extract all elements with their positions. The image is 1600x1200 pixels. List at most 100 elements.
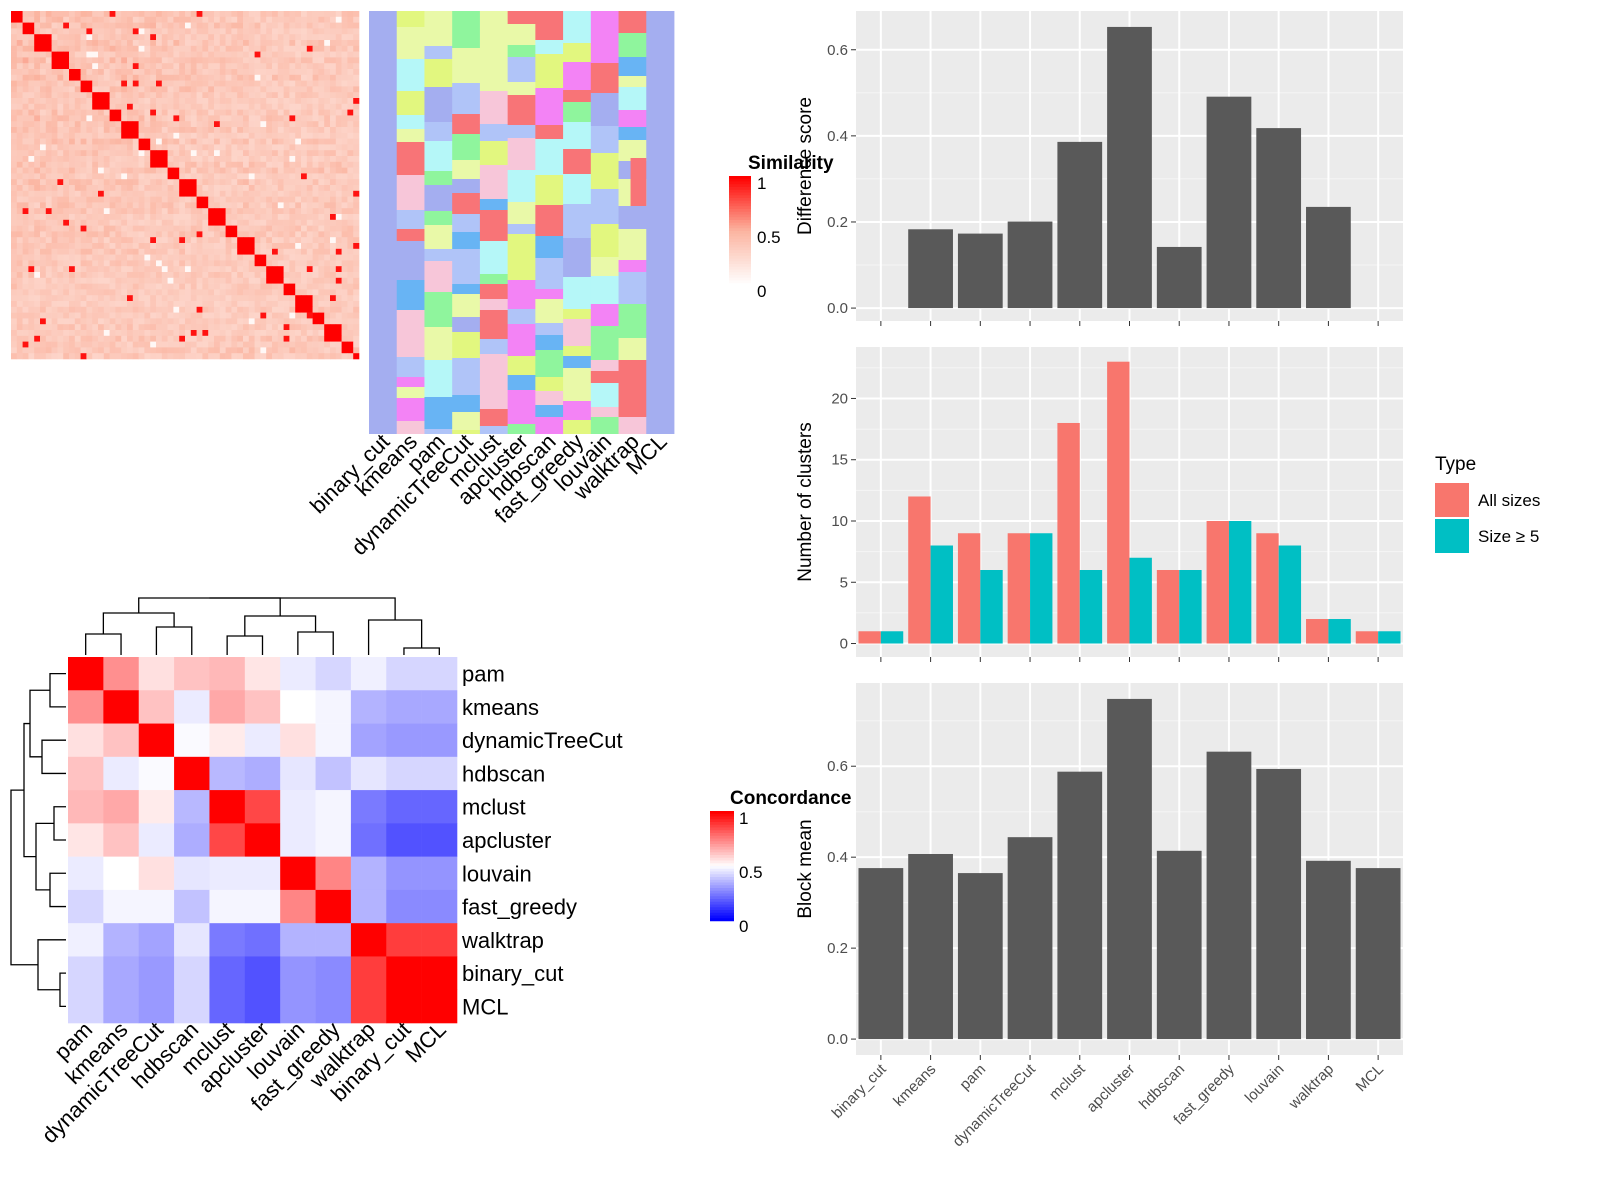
similarity-cell [121, 45, 128, 52]
similarity-cell [115, 109, 122, 116]
cluster-annotation-cell [563, 174, 592, 204]
similarity-cell [347, 173, 354, 180]
similarity-cell [324, 92, 331, 99]
similarity-cell [295, 115, 302, 122]
similarity-cell [185, 219, 192, 226]
similarity-cell [132, 92, 139, 99]
cluster-annotation-cell [369, 252, 398, 264]
similarity-cell [243, 324, 250, 331]
concordance-row-label: dynamicTreeCut [462, 728, 623, 753]
concordance-cell [244, 889, 281, 924]
similarity-cell [74, 51, 81, 58]
similarity-cell [28, 150, 35, 157]
similarity-cell [353, 347, 360, 354]
similarity-cell [254, 208, 261, 215]
similarity-cell [45, 214, 52, 221]
similarity-cell [237, 289, 244, 296]
similarity-cell [16, 45, 23, 52]
similarity-cell [196, 353, 203, 360]
similarity-cell [237, 121, 244, 128]
cluster-annotation-cell [479, 124, 509, 141]
similarity-legend-swatch [729, 187, 751, 190]
similarity-cell [260, 127, 267, 134]
similarity-cell [69, 295, 76, 302]
similarity-cell [312, 266, 319, 273]
similarity-cell [132, 289, 139, 296]
similarity-cell [301, 150, 308, 157]
similarity-cell [335, 138, 342, 145]
similarity-legend-swatch [729, 272, 751, 276]
similarity-cell [312, 74, 319, 81]
similarity-cell [353, 266, 360, 273]
similarity-cell [272, 318, 279, 325]
cluster-annotation-cell [424, 11, 453, 46]
similarity-cell [138, 138, 145, 145]
similarity-cell [92, 74, 99, 81]
similarity-cell [132, 312, 139, 319]
similarity-cell [347, 109, 354, 116]
similarity-cell [115, 167, 122, 174]
similarity-cell [225, 51, 232, 58]
similarity-cell [144, 208, 151, 215]
similarity-cell [179, 161, 186, 168]
similarity-cell [51, 150, 58, 157]
similarity-cell [219, 173, 226, 180]
cluster-annotation-cell [590, 417, 619, 434]
similarity-cell [196, 63, 203, 70]
similarity-cell [283, 190, 290, 197]
concordance-row-label: apcluster [462, 828, 551, 853]
similarity-cell [40, 190, 47, 197]
similarity-cell [301, 219, 308, 226]
similarity-cell [254, 92, 261, 99]
similarity-cell [86, 260, 93, 267]
similarity-cell [341, 312, 348, 319]
similarity-cell [202, 190, 209, 197]
similarity-cell [306, 219, 313, 226]
similarity-cell [138, 103, 145, 110]
similarity-cell [11, 45, 18, 52]
similarity-cell [45, 335, 52, 342]
similarity-cell [156, 312, 163, 319]
similarity-cell [301, 98, 308, 105]
similarity-cell [127, 248, 134, 255]
similarity-cell [324, 51, 331, 58]
similarity-cell [40, 341, 47, 348]
similarity-cell [51, 156, 58, 163]
similarity-cell [237, 335, 244, 342]
similarity-cell [277, 248, 284, 255]
concordance-row-label: fast_greedy [462, 895, 577, 920]
similarity-cell [150, 51, 157, 58]
similarity-cell [266, 260, 273, 267]
concordance-cell [315, 790, 352, 824]
similarity-cell [34, 260, 41, 267]
similarity-cell [283, 185, 290, 192]
similarity-cell [86, 248, 93, 255]
similarity-cell [86, 34, 93, 41]
similarity-cell [45, 156, 52, 163]
similarity-cell [40, 283, 47, 290]
similarity-cell [16, 51, 23, 58]
similarity-cell [167, 80, 174, 87]
similarity-cell [301, 173, 308, 180]
similarity-cell [121, 277, 128, 284]
similarity-cell [335, 301, 342, 308]
similarity-cell [86, 295, 93, 302]
similarity-cell [103, 318, 110, 325]
similarity-cell [86, 312, 93, 319]
cluster-annotation-cell [646, 101, 675, 121]
similarity-cell [161, 254, 168, 261]
similarity-cell [173, 214, 180, 221]
similarity-cell [92, 57, 99, 64]
similarity-cell [225, 243, 232, 250]
similarity-cell [335, 312, 342, 319]
similarity-cell [74, 74, 81, 81]
similarity-cell [74, 243, 81, 250]
similarity-cell [214, 324, 221, 331]
similarity-cell [330, 324, 337, 331]
similarity-cell [318, 272, 325, 279]
similarity-cell [138, 22, 145, 29]
concordance-cell [68, 723, 104, 758]
similarity-cell [266, 225, 273, 232]
similarity-cell [57, 214, 64, 221]
similarity-cell [219, 103, 226, 110]
